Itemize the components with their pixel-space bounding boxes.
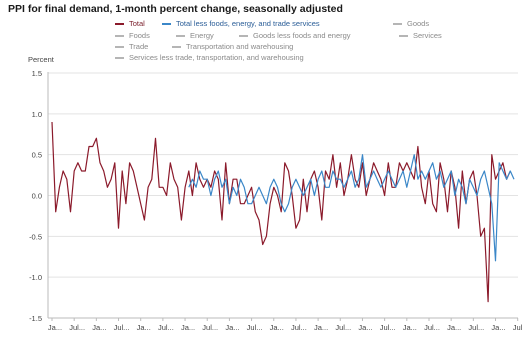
y-tick-label: 1.5	[32, 69, 42, 78]
x-tick-label: Jul...	[380, 323, 396, 332]
y-tick-label: -1.5	[29, 314, 42, 323]
x-tick-label: Ja...	[447, 323, 461, 332]
legend-label: Total less foods, energy, and trade serv…	[176, 19, 320, 28]
legend-item-services-less-ttw[interactable]: Services less trade, transportation, and…	[115, 54, 304, 62]
x-tick-label: Ja...	[270, 323, 284, 332]
series-line-total	[51, 121, 511, 303]
legend-label: Trade	[129, 42, 149, 51]
legend-swatch-transportation-icon	[172, 45, 181, 48]
x-tick-label: Jul...	[291, 323, 307, 332]
x-tick-label: Jul...	[247, 323, 263, 332]
legend-item-total[interactable]: Total	[115, 20, 145, 28]
legend-swatch-trade-icon	[115, 45, 124, 48]
chart-title: PPI for final demand, 1-month percent ch…	[8, 3, 343, 15]
legend-item-transportation[interactable]: Transportation and warehousing	[172, 43, 293, 51]
legend: Total Total less foods, energy, and trad…	[0, 0, 522, 70]
x-tick-label: Jul...	[424, 323, 440, 332]
x-tick-label: Ja...	[137, 323, 151, 332]
legend-item-goods-less-fe[interactable]: Goods less foods and energy	[239, 32, 351, 40]
x-tick-label: Ja...	[403, 323, 417, 332]
legend-label: Foods	[129, 31, 150, 40]
legend-item-total-less-fets[interactable]: Total less foods, energy, and trade serv…	[162, 20, 320, 28]
y-tick-label: 0.5	[32, 151, 42, 160]
x-tick-label: Jul...	[69, 323, 85, 332]
y-axis-title: Percent	[28, 55, 54, 64]
gridlines	[48, 72, 518, 319]
y-tick-label: 1.0	[32, 110, 42, 119]
x-tick-label: Ja...	[181, 323, 195, 332]
legend-swatch-foods-icon	[115, 34, 124, 37]
legend-swatch-services-less-ttw-icon	[115, 56, 124, 59]
y-tick-labels: 1.5 1.0 0.5 0.0 -0.5 -1.0 -1.5	[29, 69, 42, 323]
x-tick-label: Jul...	[202, 323, 218, 332]
legend-label: Energy	[190, 31, 214, 40]
legend-item-trade[interactable]: Trade	[115, 43, 148, 51]
y-tick-label: -1.0	[29, 273, 42, 282]
legend-swatch-goods-icon	[393, 22, 402, 25]
x-tick-label: Ja...	[92, 323, 106, 332]
series-line-total-less-fets	[188, 154, 515, 262]
legend-item-energy[interactable]: Energy	[176, 32, 214, 40]
legend-item-foods[interactable]: Foods	[115, 32, 150, 40]
x-tick-label: Jul...	[158, 323, 174, 332]
x-tick-label: Jul...	[468, 323, 484, 332]
x-tick-label: Jul...	[114, 323, 130, 332]
x-tick-labels: Ja... Jul... Ja... Jul... Ja... Jul... Ja... Ju…	[48, 318, 522, 332]
legend-swatch-total-icon	[115, 22, 124, 25]
legend-label: Goods	[407, 19, 430, 28]
x-tick-label: Ja...	[358, 323, 372, 332]
x-tick-label: Jul...	[513, 323, 522, 332]
x-tick-label: Ja...	[491, 323, 505, 332]
x-tick-label: Jul...	[335, 323, 351, 332]
x-tick-label: Ja...	[48, 323, 62, 332]
x-tick-label: Ja...	[225, 323, 239, 332]
y-tick-label: 0.0	[32, 192, 42, 201]
y-tick-label: -0.5	[29, 232, 42, 241]
x-tick-label: Ja...	[314, 323, 328, 332]
axes	[47, 72, 518, 319]
legend-label: Services	[413, 31, 442, 40]
legend-swatch-energy-icon	[176, 34, 185, 37]
series-lines	[51, 121, 515, 303]
legend-label: Total	[129, 19, 145, 28]
legend-swatch-core-icon	[162, 22, 171, 25]
legend-label: Services less trade, transportation, and…	[129, 53, 304, 62]
legend-item-services[interactable]: Services	[399, 32, 442, 40]
legend-item-goods[interactable]: Goods	[393, 20, 429, 28]
legend-swatch-services-icon	[399, 34, 408, 37]
legend-label: Goods less foods and energy	[253, 31, 351, 40]
legend-swatch-goods-less-fe-icon	[239, 34, 248, 37]
legend-label: Transportation and warehousing	[186, 42, 294, 51]
